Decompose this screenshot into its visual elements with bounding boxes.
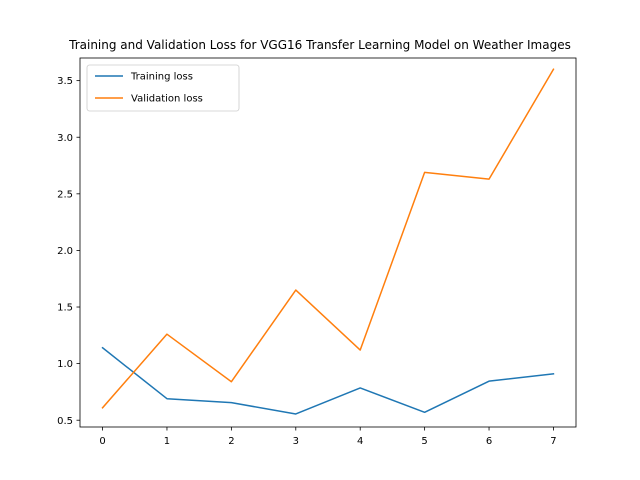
y-tick-label: 3.5 [57, 76, 73, 87]
legend-label-1: Validation loss [131, 94, 203, 105]
y-tick-label: 2.5 [57, 189, 73, 200]
x-tick-label: 4 [357, 436, 363, 447]
x-tick-label: 5 [421, 436, 427, 447]
y-tick-label: 3.0 [57, 133, 73, 144]
plot-area-frame [79, 57, 577, 428]
x-tick-label: 2 [228, 436, 234, 447]
y-tick-label: 0.5 [57, 416, 73, 427]
x-axis: 0 1 2 3 4 5 6 7 [99, 427, 557, 447]
x-tick-label: 6 [486, 436, 492, 447]
legend: Training loss Validation loss [86, 64, 240, 112]
series-line-1 [101, 68, 555, 409]
series-line-0 [101, 346, 555, 415]
legend-label-0: Training loss [130, 72, 193, 83]
x-tick-label: 1 [164, 436, 170, 447]
y-tick-label: 1.0 [57, 359, 73, 370]
legend-box [86, 64, 240, 112]
x-tick-label: 3 [293, 436, 299, 447]
x-tick-label: 7 [550, 436, 556, 447]
y-tick-label: 1.5 [57, 303, 73, 314]
y-tick-label: 2.0 [57, 246, 73, 257]
y-axis: 0.5 1.0 1.5 2.0 2.5 3.0 3.5 [57, 76, 80, 427]
series-layer [101, 68, 555, 415]
chart-title: Training and Validation Loss for VGG16 T… [68, 38, 571, 52]
x-tick-label: 0 [99, 436, 105, 447]
